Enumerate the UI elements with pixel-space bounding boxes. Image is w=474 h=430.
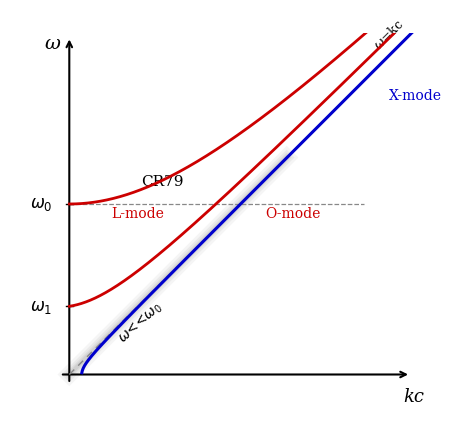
Text: L-mode: L-mode bbox=[111, 207, 164, 221]
Text: $\omega$<<$\omega_0$: $\omega$<<$\omega_0$ bbox=[116, 298, 166, 346]
Text: $\omega$=kc: $\omega$=kc bbox=[371, 17, 407, 53]
Text: CR79: CR79 bbox=[141, 175, 184, 189]
Text: $\omega_1$: $\omega_1$ bbox=[30, 298, 52, 315]
Text: kc: kc bbox=[403, 387, 425, 405]
Text: X-mode: X-mode bbox=[389, 89, 442, 103]
Text: $\omega_0$: $\omega_0$ bbox=[30, 196, 52, 213]
Text: ω: ω bbox=[44, 35, 60, 52]
Text: O-mode: O-mode bbox=[265, 207, 320, 221]
